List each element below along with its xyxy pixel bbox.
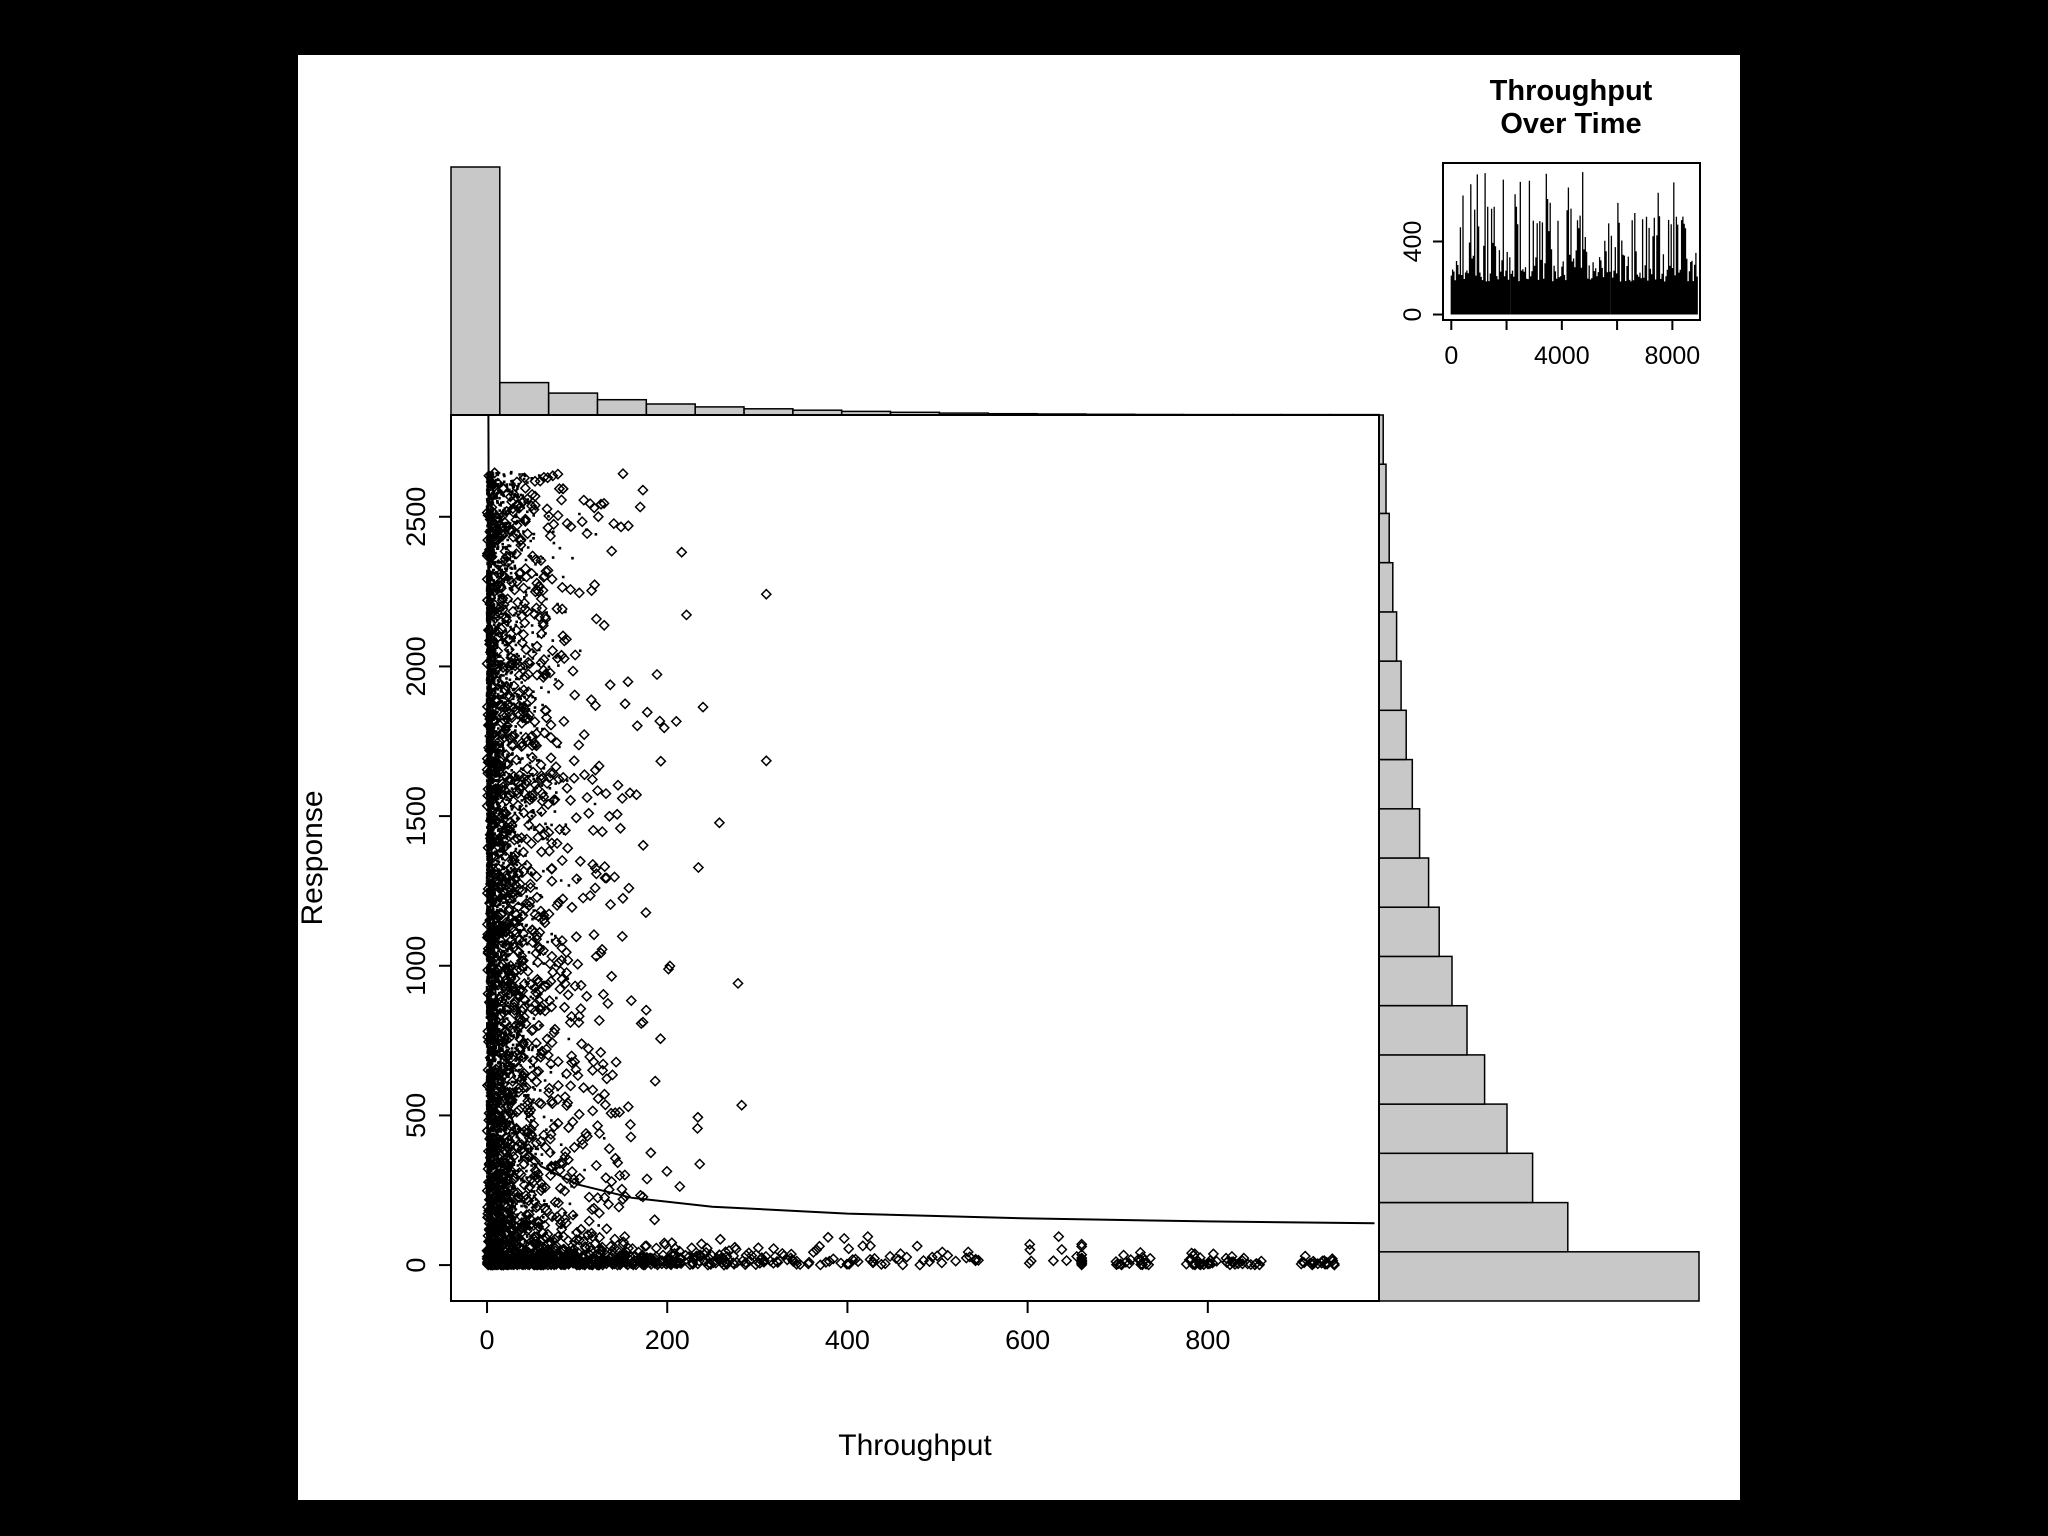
main-plot-box bbox=[450, 414, 1380, 1302]
x-axis-label: Throughput bbox=[838, 1429, 992, 1462]
inset-timeseries: Throughput Over Time 0 4000 8000 0 400 bbox=[1399, 75, 1701, 370]
svg-text:8000: 8000 bbox=[1645, 342, 1701, 370]
fit-curve-line bbox=[487, 415, 1375, 1225]
right-histogram bbox=[1378, 414, 1700, 1302]
inset-spike-layer bbox=[1450, 172, 1698, 315]
svg-text:4000: 4000 bbox=[1534, 342, 1590, 370]
svg-text:2000: 2000 bbox=[401, 636, 431, 696]
svg-text:1000: 1000 bbox=[401, 936, 431, 996]
y-axis: 0 500 1000 1500 2000 2500 bbox=[401, 487, 451, 1273]
inset-axes: 0 4000 8000 0 400 bbox=[1399, 221, 1700, 370]
inset-title-line-2: Over Time bbox=[1500, 108, 1641, 140]
svg-text:800: 800 bbox=[1185, 1325, 1230, 1355]
main-plot-area bbox=[451, 415, 1379, 1301]
svg-text:0: 0 bbox=[1399, 308, 1427, 322]
svg-text:0: 0 bbox=[1444, 342, 1458, 370]
y-axis-label: Response bbox=[296, 790, 329, 925]
svg-text:1500: 1500 bbox=[401, 786, 431, 846]
inset-title-line-1: Throughput bbox=[1490, 75, 1653, 107]
svg-text:400: 400 bbox=[1399, 221, 1427, 263]
svg-text:0: 0 bbox=[401, 1258, 431, 1273]
inset-title: Throughput Over Time bbox=[1490, 75, 1653, 140]
x-axis: 0 200 400 600 800 bbox=[480, 1301, 1230, 1355]
svg-text:600: 600 bbox=[1005, 1325, 1050, 1355]
svg-text:2500: 2500 bbox=[401, 487, 431, 547]
scatter-layer bbox=[481, 415, 1375, 1271]
svg-text:0: 0 bbox=[480, 1325, 495, 1355]
svg-text:200: 200 bbox=[645, 1325, 690, 1355]
svg-text:500: 500 bbox=[401, 1093, 431, 1138]
inset-spike-series bbox=[1450, 172, 1698, 315]
svg-text:400: 400 bbox=[825, 1325, 870, 1355]
